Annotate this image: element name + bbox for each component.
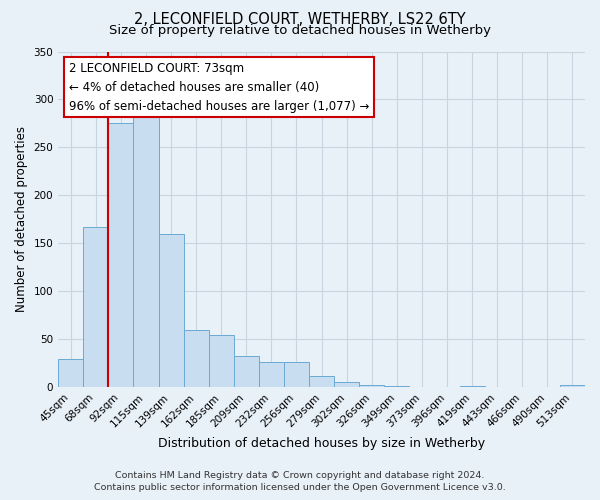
Text: Size of property relative to detached houses in Wetherby: Size of property relative to detached ho… xyxy=(109,24,491,37)
Y-axis label: Number of detached properties: Number of detached properties xyxy=(15,126,28,312)
Bar xyxy=(83,227,109,387)
Text: 2 LECONFIELD COURT: 73sqm
← 4% of detached houses are smaller (40)
96% of semi-d: 2 LECONFIELD COURT: 73sqm ← 4% of detach… xyxy=(69,62,369,112)
Bar xyxy=(385,386,409,387)
Bar xyxy=(460,386,485,387)
Bar xyxy=(284,362,309,387)
Bar xyxy=(184,330,209,387)
Bar xyxy=(560,385,585,387)
Bar xyxy=(359,385,385,387)
Bar xyxy=(259,362,284,387)
Bar xyxy=(334,382,359,387)
Bar xyxy=(234,356,259,387)
Bar xyxy=(158,234,184,387)
Bar xyxy=(58,359,83,387)
Bar xyxy=(133,113,158,387)
Text: Contains HM Land Registry data © Crown copyright and database right 2024.
Contai: Contains HM Land Registry data © Crown c… xyxy=(94,471,506,492)
Bar xyxy=(309,376,334,387)
Bar xyxy=(209,335,234,387)
Text: 2, LECONFIELD COURT, WETHERBY, LS22 6TY: 2, LECONFIELD COURT, WETHERBY, LS22 6TY xyxy=(134,12,466,28)
X-axis label: Distribution of detached houses by size in Wetherby: Distribution of detached houses by size … xyxy=(158,437,485,450)
Bar xyxy=(109,124,133,387)
